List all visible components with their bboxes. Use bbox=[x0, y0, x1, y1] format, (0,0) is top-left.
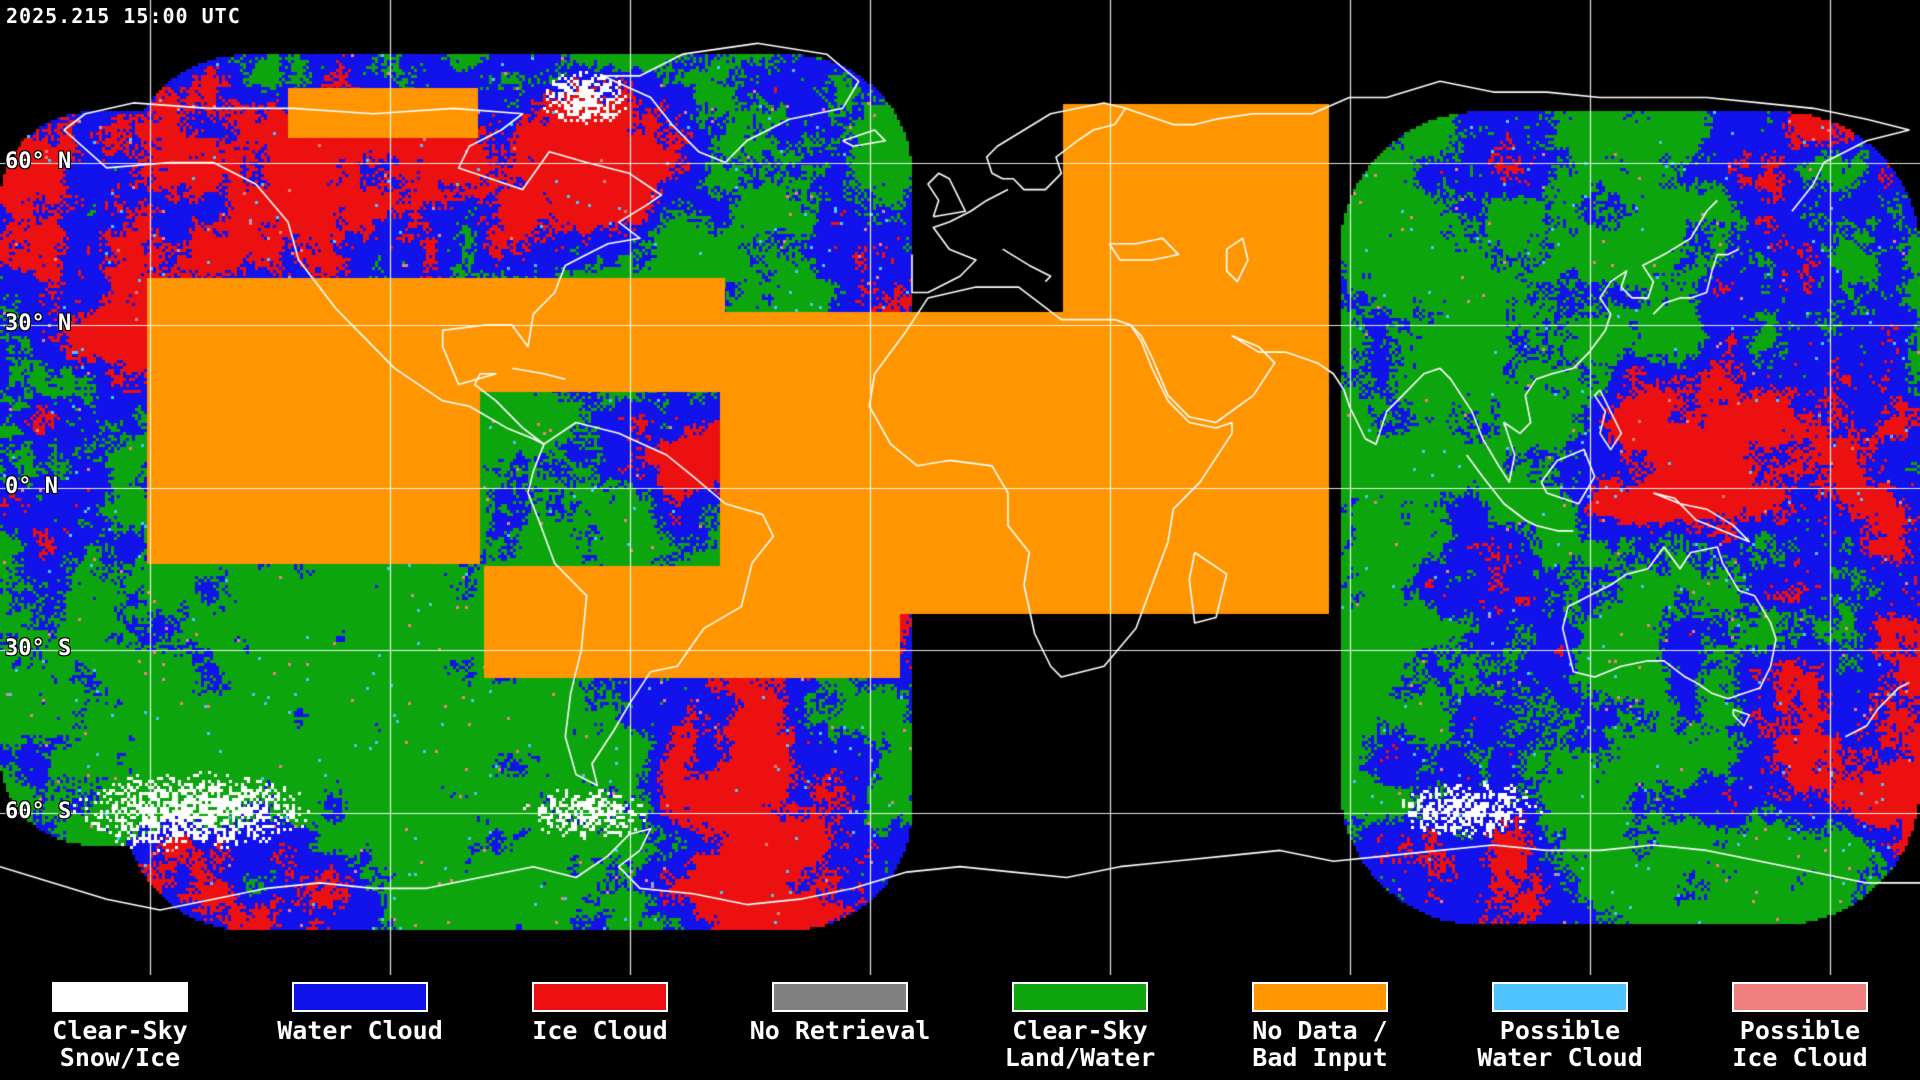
latitude-label: 0° N bbox=[5, 473, 58, 499]
no-data-bad-input-swatch bbox=[1252, 982, 1388, 1012]
legend-item-clear-sky-land-water: Clear-Sky Land/Water bbox=[960, 975, 1200, 1080]
timestamp-label: 2025.215 15:00 UTC bbox=[6, 4, 241, 28]
legend-label: Water Cloud bbox=[277, 1016, 443, 1045]
legend-item-no-retrieval: No Retrieval bbox=[720, 975, 960, 1080]
legend-label: No Retrieval bbox=[749, 1016, 931, 1045]
possible-water-cloud-swatch bbox=[1492, 982, 1628, 1012]
clear-sky-land-water-swatch bbox=[1012, 982, 1148, 1012]
legend-label: Ice Cloud bbox=[532, 1016, 668, 1045]
possible-ice-cloud-swatch bbox=[1732, 982, 1868, 1012]
clear-sky-snow-ice-swatch bbox=[52, 982, 188, 1012]
ice-cloud-swatch bbox=[532, 982, 668, 1012]
legend-label: No Data / bbox=[1252, 1016, 1388, 1045]
legend-item-possible-ice-cloud: Possible Ice Cloud bbox=[1680, 975, 1920, 1080]
legend-label: Bad Input bbox=[1252, 1043, 1388, 1072]
latitude-label: 60° N bbox=[5, 148, 72, 174]
legend-label: Snow/Ice bbox=[59, 1043, 181, 1072]
legend-label: Clear-Sky bbox=[1012, 1016, 1148, 1045]
legend-label: Possible bbox=[1499, 1016, 1621, 1045]
latitude-label: 30° S bbox=[5, 636, 72, 661]
legend-label: Ice Cloud bbox=[1732, 1043, 1868, 1072]
legend-item-clear-sky-snow-ice: Clear-Sky Snow/Ice bbox=[0, 975, 240, 1080]
legend-item-ice-cloud: Ice Cloud bbox=[480, 975, 720, 1080]
legend-label: Clear-Sky bbox=[52, 1016, 188, 1045]
legend-item-no-data-bad-input: No Data / Bad Input bbox=[1200, 975, 1440, 1080]
legend-item-water-cloud: Water Cloud bbox=[240, 975, 480, 1080]
legend: Clear-Sky Snow/Ice Water Cloud Ice Cloud… bbox=[0, 975, 1920, 1080]
legend-label: Land/Water bbox=[1004, 1043, 1156, 1072]
latitude-label: 60° S bbox=[5, 798, 72, 824]
cloud-phase-map bbox=[0, 0, 1920, 975]
legend-label: Water Cloud bbox=[1477, 1043, 1643, 1072]
legend-item-possible-water-cloud: Possible Water Cloud bbox=[1440, 975, 1680, 1080]
legend-label: Possible bbox=[1739, 1016, 1861, 1045]
no-retrieval-swatch bbox=[772, 982, 908, 1012]
latitude-label: 30° N bbox=[5, 311, 72, 336]
water-cloud-swatch bbox=[292, 982, 428, 1012]
